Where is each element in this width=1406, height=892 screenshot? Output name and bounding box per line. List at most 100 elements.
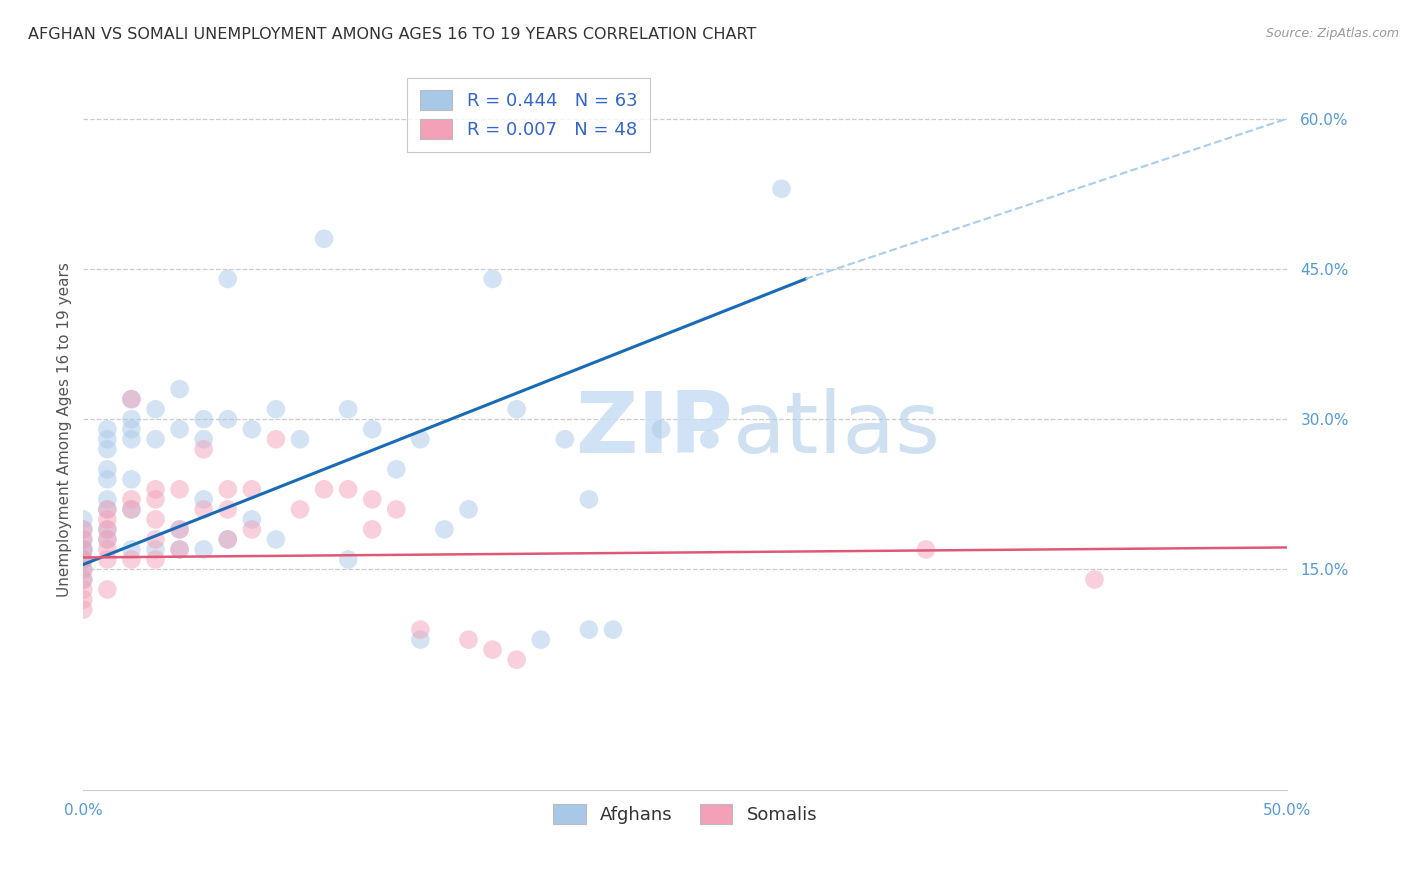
Point xyxy=(240,512,263,526)
Text: ZIP: ZIP xyxy=(575,388,734,471)
Point xyxy=(481,642,503,657)
Point xyxy=(217,272,239,286)
Point xyxy=(217,533,239,547)
Point xyxy=(481,272,503,286)
Point xyxy=(96,502,118,516)
Point xyxy=(72,602,94,616)
Point xyxy=(193,442,215,457)
Point xyxy=(72,542,94,557)
Point xyxy=(96,432,118,446)
Point xyxy=(96,523,118,537)
Point xyxy=(96,462,118,476)
Point xyxy=(193,542,215,557)
Point xyxy=(120,412,142,426)
Point xyxy=(96,582,118,597)
Point xyxy=(72,523,94,537)
Point xyxy=(96,512,118,526)
Point xyxy=(770,182,793,196)
Text: atlas: atlas xyxy=(734,388,942,471)
Point xyxy=(530,632,553,647)
Legend: Afghans, Somalis: Afghans, Somalis xyxy=(543,794,828,835)
Y-axis label: Unemployment Among Ages 16 to 19 years: Unemployment Among Ages 16 to 19 years xyxy=(58,261,72,597)
Point xyxy=(264,402,287,417)
Point xyxy=(433,523,456,537)
Point xyxy=(409,632,432,647)
Point xyxy=(217,502,239,516)
Point xyxy=(120,542,142,557)
Point xyxy=(169,523,191,537)
Point xyxy=(145,402,167,417)
Point xyxy=(409,432,432,446)
Point xyxy=(72,573,94,587)
Point xyxy=(217,412,239,426)
Point xyxy=(72,573,94,587)
Point xyxy=(1083,573,1105,587)
Point xyxy=(409,623,432,637)
Point xyxy=(505,402,527,417)
Point xyxy=(96,442,118,457)
Point xyxy=(72,523,94,537)
Point xyxy=(169,422,191,436)
Point xyxy=(312,232,335,246)
Point xyxy=(915,542,938,557)
Point xyxy=(72,562,94,576)
Point xyxy=(217,483,239,497)
Point xyxy=(145,492,167,507)
Point xyxy=(96,502,118,516)
Point xyxy=(288,432,311,446)
Point xyxy=(169,483,191,497)
Point xyxy=(96,523,118,537)
Point xyxy=(96,422,118,436)
Point xyxy=(96,472,118,486)
Point xyxy=(578,623,600,637)
Point xyxy=(72,592,94,607)
Point xyxy=(361,492,384,507)
Point xyxy=(72,552,94,566)
Point xyxy=(193,492,215,507)
Point xyxy=(145,483,167,497)
Point xyxy=(697,432,720,446)
Point xyxy=(361,523,384,537)
Point xyxy=(240,523,263,537)
Point xyxy=(264,432,287,446)
Point xyxy=(96,533,118,547)
Point xyxy=(240,483,263,497)
Point xyxy=(72,552,94,566)
Point xyxy=(96,542,118,557)
Point xyxy=(457,502,479,516)
Point xyxy=(120,552,142,566)
Point xyxy=(217,533,239,547)
Point xyxy=(120,502,142,516)
Point xyxy=(193,432,215,446)
Point xyxy=(72,552,94,566)
Point xyxy=(337,552,360,566)
Point xyxy=(288,502,311,516)
Point xyxy=(385,502,408,516)
Point xyxy=(120,472,142,486)
Point xyxy=(72,542,94,557)
Point xyxy=(505,653,527,667)
Point xyxy=(578,492,600,507)
Point xyxy=(120,492,142,507)
Point xyxy=(72,533,94,547)
Point xyxy=(96,533,118,547)
Point xyxy=(169,523,191,537)
Point xyxy=(169,542,191,557)
Point xyxy=(337,483,360,497)
Point xyxy=(193,502,215,516)
Point xyxy=(650,422,672,436)
Point xyxy=(120,502,142,516)
Point xyxy=(385,462,408,476)
Point xyxy=(337,402,360,417)
Point xyxy=(240,422,263,436)
Point xyxy=(72,512,94,526)
Point xyxy=(72,582,94,597)
Point xyxy=(602,623,624,637)
Point xyxy=(145,552,167,566)
Point xyxy=(96,552,118,566)
Point xyxy=(145,542,167,557)
Point xyxy=(72,542,94,557)
Point xyxy=(554,432,576,446)
Point xyxy=(72,562,94,576)
Point xyxy=(169,382,191,396)
